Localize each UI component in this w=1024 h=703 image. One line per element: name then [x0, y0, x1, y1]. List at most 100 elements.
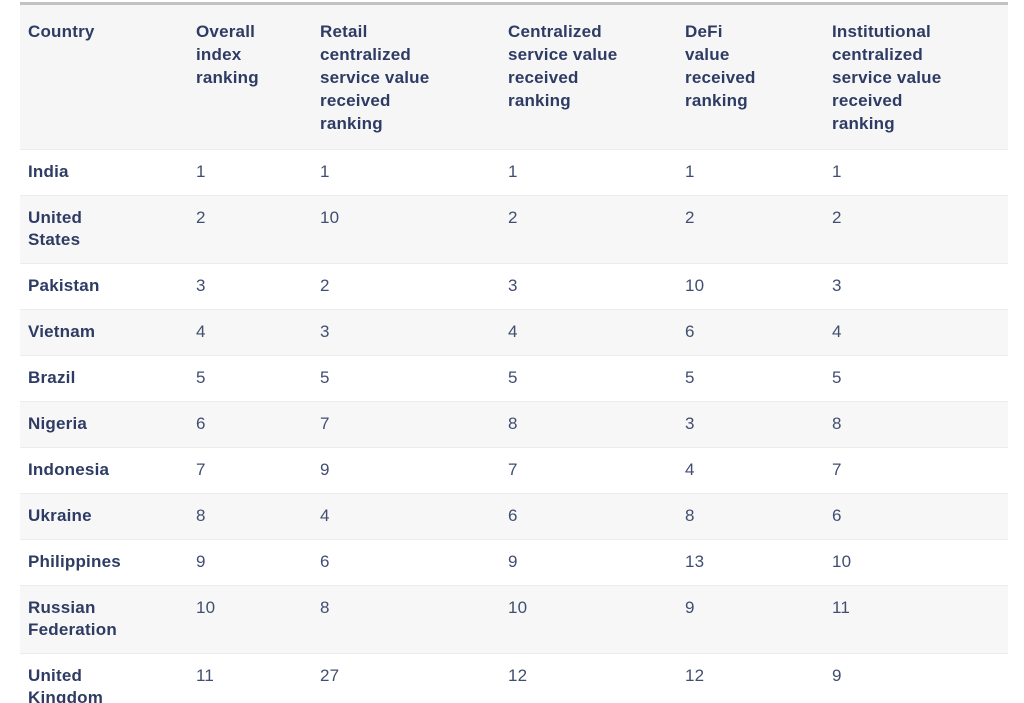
defi-cell: 2 [677, 195, 824, 264]
retail-centralized-cell: 10 [312, 195, 500, 264]
table-row: Nigeria 6 7 8 3 8 [20, 401, 1008, 448]
retail-centralized-cell: 9 [320, 460, 330, 479]
institutional-cell: 2 [824, 195, 1008, 264]
institutional-cell: 4 [824, 309, 1008, 356]
defi-cell: 1 [685, 162, 695, 181]
defi-cell: 10 [685, 276, 705, 295]
country-cell: Vietnam [20, 309, 188, 356]
centralized-cell: 8 [500, 401, 677, 448]
country-cell: Indonesia [20, 448, 188, 494]
retail-centralized-cell: 7 [312, 401, 500, 448]
rankings-table: Country Overall index ranking Retail cen… [20, 2, 1008, 703]
defi-cell: 5 [685, 368, 695, 387]
overall-index-cell: 7 [196, 460, 206, 479]
centralized-cell: 10 [500, 585, 677, 654]
country-cell: Philippines [20, 540, 188, 586]
institutional-cell: 6 [824, 493, 1008, 540]
column-header-centralized: Centralized service value received ranki… [500, 5, 677, 150]
centralized-cell: 6 [500, 493, 677, 540]
centralized-cell: 1 [508, 162, 518, 181]
country-cell: Russian Federation [20, 585, 188, 654]
table-row: Vietnam 4 3 4 6 4 [20, 309, 1008, 356]
retail-centralized-cell: 4 [312, 493, 500, 540]
column-header-institutional-label: Institutional centralized service value … [832, 22, 942, 133]
defi-cell: 3 [677, 401, 824, 448]
defi-cell: 12 [685, 666, 705, 685]
overall-index-cell: 9 [196, 552, 206, 571]
retail-centralized-cell: 3 [312, 309, 500, 356]
table-row: Ukraine 8 4 6 8 6 [20, 493, 1008, 540]
table-row: Russian Federation 10 8 10 9 11 [20, 585, 1008, 654]
institutional-cell: 5 [832, 368, 842, 387]
institutional-cell: 3 [832, 276, 842, 295]
overall-index-cell: 8 [188, 493, 312, 540]
column-header-country-label: Country [28, 22, 95, 41]
country-name: Indonesia [28, 460, 110, 479]
centralized-cell: 4 [500, 309, 677, 356]
retail-centralized-cell: 2 [320, 276, 330, 295]
retail-centralized-cell: 1 [320, 162, 330, 181]
institutional-cell: 9 [832, 666, 842, 685]
country-cell: United Kingdom [20, 654, 188, 703]
country-name: United Kingdom [28, 666, 104, 703]
defi-cell: 13 [685, 552, 705, 571]
centralized-cell: 9 [508, 552, 518, 571]
table-row: India 1 1 1 1 1 [20, 149, 1008, 196]
centralized-cell: 5 [508, 368, 518, 387]
retail-centralized-cell: 27 [320, 666, 340, 685]
country-cell: India [20, 150, 188, 196]
overall-index-cell: 4 [188, 309, 312, 356]
overall-index-cell: 11 [196, 666, 215, 685]
overall-index-cell: 1 [196, 162, 206, 181]
header-row: Country Overall index ranking Retail cen… [20, 5, 1008, 150]
column-header-defi-label: DeFi value received ranking [685, 22, 756, 110]
country-name: India [28, 162, 69, 181]
overall-index-cell: 2 [188, 195, 312, 264]
table-row: Philippines 9 6 9 13 10 [20, 539, 1008, 586]
country-cell: Brazil [20, 356, 188, 402]
retail-centralized-cell: 8 [312, 585, 500, 654]
country-cell: Nigeria [20, 401, 188, 448]
rankings-table-grid: Country Overall index ranking Retail cen… [20, 5, 1008, 703]
country-name: Russian Federation [28, 598, 117, 639]
column-header-overall-index: Overall index ranking [188, 5, 312, 150]
institutional-cell: 7 [832, 460, 842, 479]
column-header-institutional: Institutional centralized service value … [824, 5, 1008, 150]
defi-cell: 4 [685, 460, 695, 479]
column-header-country: Country [20, 5, 188, 150]
overall-index-cell: 10 [188, 585, 312, 654]
country-name: Vietnam [28, 322, 96, 341]
defi-cell: 9 [677, 585, 824, 654]
defi-cell: 6 [677, 309, 824, 356]
column-header-centralized-label: Centralized service value received ranki… [508, 22, 618, 110]
overall-index-cell: 3 [196, 276, 206, 295]
institutional-cell: 8 [824, 401, 1008, 448]
country-name: United States [28, 208, 83, 249]
centralized-cell: 2 [500, 195, 677, 264]
column-header-retail-centralized: Retail centralized service value receive… [312, 5, 500, 150]
column-header-retail-centralized-label: Retail centralized service value receive… [320, 22, 430, 133]
table-row: Indonesia 7 9 7 4 7 [20, 447, 1008, 494]
centralized-cell: 7 [508, 460, 518, 479]
table-row: Brazil 5 5 5 5 5 [20, 355, 1008, 402]
retail-centralized-cell: 5 [320, 368, 330, 387]
country-name: Nigeria [28, 414, 88, 433]
defi-cell: 8 [677, 493, 824, 540]
country-name: Pakistan [28, 276, 100, 295]
institutional-cell: 11 [824, 585, 1008, 654]
country-cell: Ukraine [20, 493, 188, 540]
country-cell: Pakistan [20, 264, 188, 310]
overall-index-cell: 6 [188, 401, 312, 448]
centralized-cell: 12 [508, 666, 528, 685]
table-row: United Kingdom 11 27 12 12 9 [20, 653, 1008, 703]
retail-centralized-cell: 6 [320, 552, 330, 571]
centralized-cell: 3 [508, 276, 518, 295]
table-row: United States 2 10 2 2 2 [20, 195, 1008, 264]
country-name: Philippines [28, 552, 121, 571]
institutional-cell: 1 [832, 162, 842, 181]
country-cell: United States [20, 195, 188, 264]
overall-index-cell: 5 [196, 368, 206, 387]
column-header-overall-index-label: Overall index ranking [196, 22, 259, 87]
country-name: Ukraine [28, 506, 92, 525]
country-name: Brazil [28, 368, 76, 387]
